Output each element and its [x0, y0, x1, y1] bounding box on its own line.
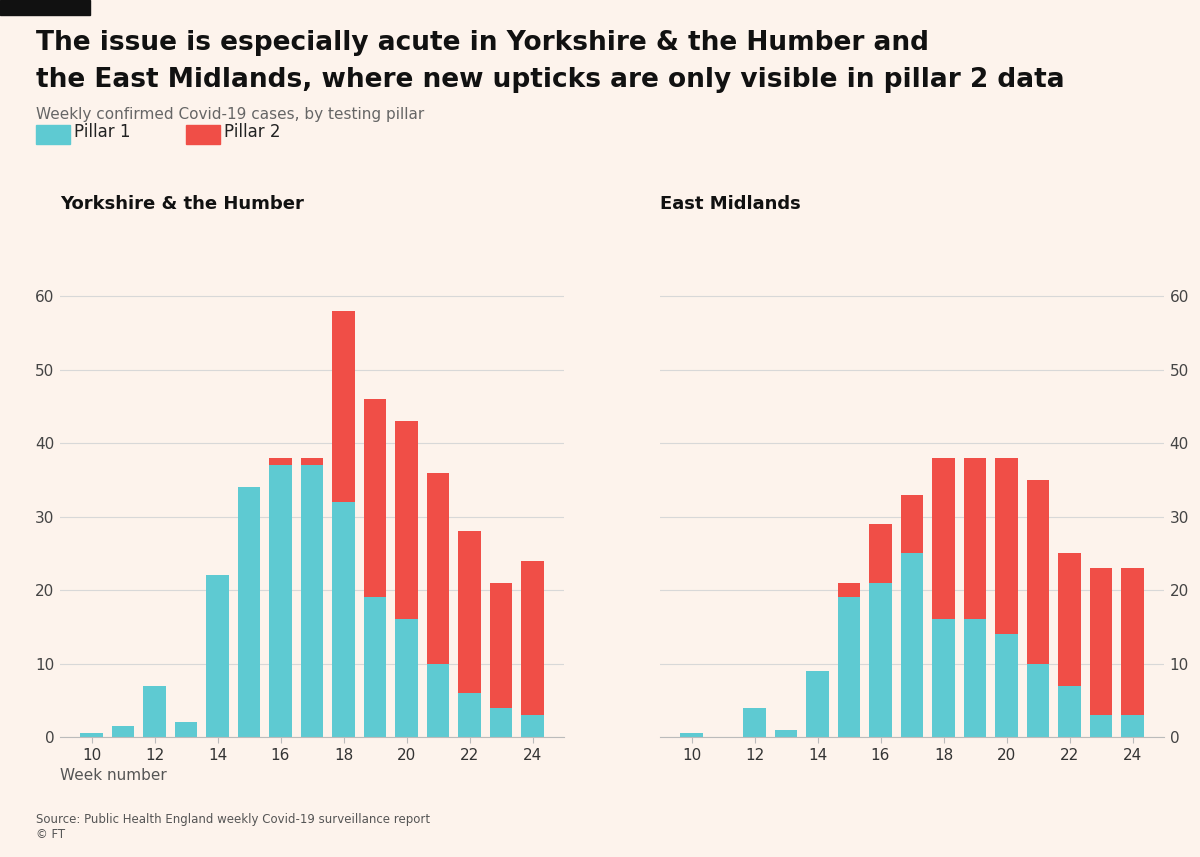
Bar: [1027, 663, 1049, 737]
Bar: [270, 465, 292, 737]
Bar: [1027, 480, 1049, 663]
Bar: [364, 597, 386, 737]
Bar: [964, 458, 986, 620]
Bar: [332, 311, 354, 502]
Bar: [901, 494, 923, 554]
Bar: [996, 458, 1018, 634]
Bar: [522, 715, 544, 737]
Bar: [80, 734, 102, 737]
Bar: [301, 465, 323, 737]
Text: the East Midlands, where new upticks are only visible in pillar 2 data: the East Midlands, where new upticks are…: [36, 67, 1064, 93]
Bar: [1122, 715, 1144, 737]
Bar: [1058, 686, 1080, 737]
Bar: [301, 458, 323, 465]
Bar: [1090, 568, 1112, 715]
Text: Pillar 2: Pillar 2: [224, 123, 281, 141]
Bar: [996, 634, 1018, 737]
Bar: [458, 693, 480, 737]
Text: The issue is especially acute in Yorkshire & the Humber and: The issue is especially acute in Yorkshi…: [36, 30, 929, 56]
Bar: [458, 531, 480, 693]
Bar: [175, 722, 197, 737]
Bar: [396, 421, 418, 620]
Bar: [775, 729, 797, 737]
Bar: [838, 597, 860, 737]
Bar: [112, 726, 134, 737]
Bar: [490, 708, 512, 737]
Bar: [270, 458, 292, 465]
Text: © FT: © FT: [36, 828, 65, 842]
Bar: [332, 502, 354, 737]
Bar: [522, 560, 544, 715]
Bar: [932, 458, 954, 620]
Text: Pillar 1: Pillar 1: [74, 123, 131, 141]
Text: Yorkshire & the Humber: Yorkshire & the Humber: [60, 195, 304, 213]
Text: Weekly confirmed Covid-19 cases, by testing pillar: Weekly confirmed Covid-19 cases, by test…: [36, 107, 425, 123]
Bar: [870, 583, 892, 737]
Bar: [806, 671, 828, 737]
Bar: [206, 575, 228, 737]
Text: Week number: Week number: [60, 768, 167, 783]
Bar: [932, 620, 954, 737]
Text: East Midlands: East Midlands: [660, 195, 800, 213]
Bar: [427, 663, 449, 737]
Bar: [901, 554, 923, 737]
Bar: [1058, 554, 1080, 686]
Bar: [680, 734, 702, 737]
Bar: [744, 708, 766, 737]
Bar: [490, 583, 512, 708]
Bar: [396, 620, 418, 737]
Bar: [427, 472, 449, 663]
Bar: [1122, 568, 1144, 715]
Bar: [364, 399, 386, 597]
Bar: [144, 686, 166, 737]
Bar: [964, 620, 986, 737]
Bar: [870, 524, 892, 583]
Bar: [838, 583, 860, 597]
Text: Source: Public Health England weekly Covid-19 surveillance report: Source: Public Health England weekly Cov…: [36, 812, 430, 826]
Bar: [1090, 715, 1112, 737]
Bar: [238, 488, 260, 737]
